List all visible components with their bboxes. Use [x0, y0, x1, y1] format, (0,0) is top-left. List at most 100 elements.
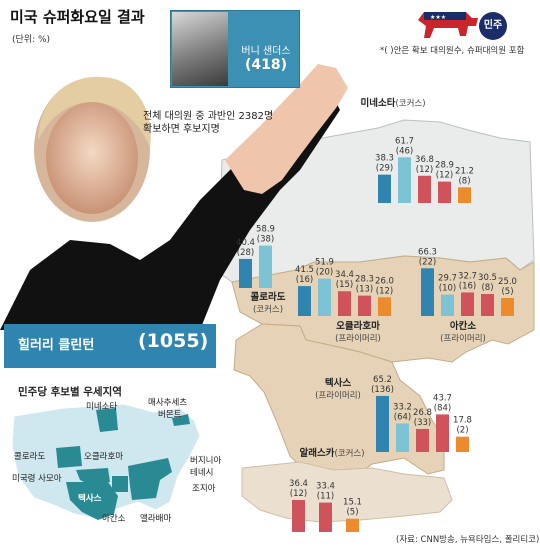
mini-map-minnesota — [96, 408, 118, 432]
bar-texas-4 — [456, 436, 469, 452]
bar-arkansas-3 — [481, 294, 494, 316]
bar-value-label: 17.8 — [453, 416, 472, 426]
clinton-card — [4, 324, 216, 368]
bar-arkansas-0 — [421, 268, 434, 316]
mini-map-southeast — [128, 458, 172, 500]
mini-map-title: 민주당 후보별 우세지역 — [18, 386, 122, 398]
bar-value-label: 36.8 — [415, 155, 434, 165]
bar-value-label: 28.3 — [355, 275, 374, 285]
bar-value-label: 36.4 — [289, 479, 308, 489]
quota-line-2: 확보하면 후보지명 — [143, 124, 220, 135]
bar-delegate-label: (5) — [501, 287, 513, 297]
bar-delegate-label: (13) — [356, 285, 373, 295]
page-title: 미국 슈퍼화요일 결과 — [10, 8, 145, 26]
mini-map-label: 버몬트 — [158, 410, 182, 420]
mini-map-label: 아칸소 — [102, 514, 126, 524]
bar-value-label: 51.9 — [315, 258, 334, 268]
state-label-colorado: 콜로라도 (코커스) — [251, 292, 286, 316]
mini-map-label: 콜로라도 — [14, 452, 46, 462]
bar-oklahoma-4 — [378, 297, 391, 316]
bar-delegate-label: (12) — [416, 165, 433, 175]
state-name: 오클라호마 — [336, 321, 380, 332]
bar-value-label: 15.1 — [343, 498, 362, 508]
series-alaska: 36.4(12) 33.4(11) 15.1(5) — [289, 479, 362, 532]
bar-delegate-label: (8) — [481, 283, 493, 293]
series-arkansas: 66.3(22)29.7(10)32.7(16)30.5(8) 25.0(5) — [418, 247, 517, 316]
bar-delegate-label: (20) — [316, 268, 333, 278]
mini-map-label: 매사추세츠 — [148, 398, 188, 408]
state-method: (프라이머리) — [440, 334, 486, 344]
bar-value-label: 33.2 — [393, 402, 412, 412]
bar-delegate-label: (136) — [371, 385, 394, 395]
state-name: 아칸소 — [449, 321, 477, 332]
bar-oklahoma-1 — [318, 278, 331, 316]
bar-delegate-label: (46) — [396, 146, 413, 156]
mini-map-label: 텍사스 — [78, 494, 102, 504]
sanders-total: (418) — [244, 57, 288, 73]
bar-delegate-label: (10) — [439, 284, 456, 294]
series-texas: 65.2(136) 33.2(64) 26.8(33) 43.7(84)17.8(2) — [371, 375, 472, 452]
mini-map-texas — [66, 482, 118, 520]
bar-minnesota-4 — [458, 187, 471, 203]
bar-delegate-label: (16) — [459, 281, 476, 291]
state-label-arkansas: 아칸소 (프라이머리) — [440, 321, 486, 345]
bar-texas-3 — [436, 414, 449, 452]
clinton-total: (1055) — [138, 330, 209, 352]
series-colorado: 40.4(28) 58.9(38) — [236, 225, 275, 288]
bar-minnesota-3 — [438, 181, 451, 203]
bar-value-label: 38.3 — [375, 154, 394, 164]
bar-minnesota-2 — [418, 175, 431, 203]
mini-map-label: 앨라배마 — [140, 514, 172, 524]
svg-text:★★★: ★★★ — [430, 14, 446, 21]
bar-delegate-label: (5) — [346, 508, 358, 518]
bar-arkansas-2 — [461, 292, 474, 316]
state-name: 미네소타 — [360, 98, 396, 109]
democrat-donkey-icon: ★★★ — [418, 12, 478, 38]
bar-value-label: 65.2 — [373, 375, 392, 385]
bar-value-label: 43.7 — [433, 393, 452, 403]
bar-value-label: 30.5 — [478, 273, 497, 283]
bar-value-label: 58.9 — [256, 225, 275, 235]
bar-delegate-label: (28) — [237, 248, 254, 258]
bar-delegate-label: (12) — [436, 171, 453, 181]
bar-delegate-label: (15) — [336, 280, 353, 290]
bar-value-label: 21.2 — [455, 166, 474, 176]
bar-value-label: 33.4 — [316, 482, 335, 492]
map-region-texas — [233, 323, 445, 481]
bar-texas-0 — [376, 395, 389, 452]
bar-arkansas-1 — [441, 294, 454, 316]
bar-oklahoma-3 — [358, 295, 371, 316]
bar-delegate-label: (33) — [414, 418, 431, 428]
state-name: 알래스카 — [299, 448, 335, 459]
delegate-note: *( )안은 확보 대의원수, 슈퍼대의원 포함 — [380, 46, 525, 56]
bar-delegate-label: (16) — [296, 275, 313, 285]
state-label-texas: 텍사스 (프라이머리) — [315, 378, 361, 402]
bar-value-label: 32.7 — [458, 271, 477, 281]
clinton-name: 힐러리 클린턴 — [18, 338, 95, 353]
mini-map — [11, 403, 201, 520]
bar-texas-2 — [416, 428, 429, 452]
sanders-name: 버니 샌더스 — [241, 46, 291, 57]
bar-colorado-1 — [259, 245, 272, 288]
bar-delegate-label: (29) — [376, 164, 393, 174]
clinton-photo — [0, 64, 348, 330]
bar-oklahoma-0 — [298, 286, 311, 316]
bar-value-label: 61.7 — [395, 136, 414, 146]
bar-colorado-0 — [239, 258, 252, 288]
quota-note: 전체 대의원 중 과반인 2382명 확보하면 후보지명 — [143, 110, 273, 136]
mini-map-massachusetts — [172, 414, 190, 426]
bar-minnesota-0 — [378, 174, 391, 203]
source-note: (자료: CNN방송, 뉴욕타임스, 폴리티코) — [396, 535, 540, 545]
bar-value-label: 34.4 — [335, 270, 354, 280]
bar-value-label: 28.9 — [435, 161, 454, 171]
bar-delegate-label: (12) — [290, 489, 307, 499]
mini-map-label: 테네시 — [190, 468, 214, 478]
state-method: (프라이머리) — [315, 391, 361, 401]
bar-alaska-0 — [292, 499, 305, 532]
quota-line-1: 전체 대의원 중 과반인 2382명 — [143, 111, 274, 122]
bar-value-label: 66.3 — [418, 247, 437, 257]
bar-value-label: 41.5 — [295, 265, 314, 275]
state-method: (코커스) — [252, 305, 284, 315]
bar-value-label: 26.8 — [413, 408, 432, 418]
state-label-oklahoma: 오클라호마 (프라이머리) — [335, 321, 381, 345]
